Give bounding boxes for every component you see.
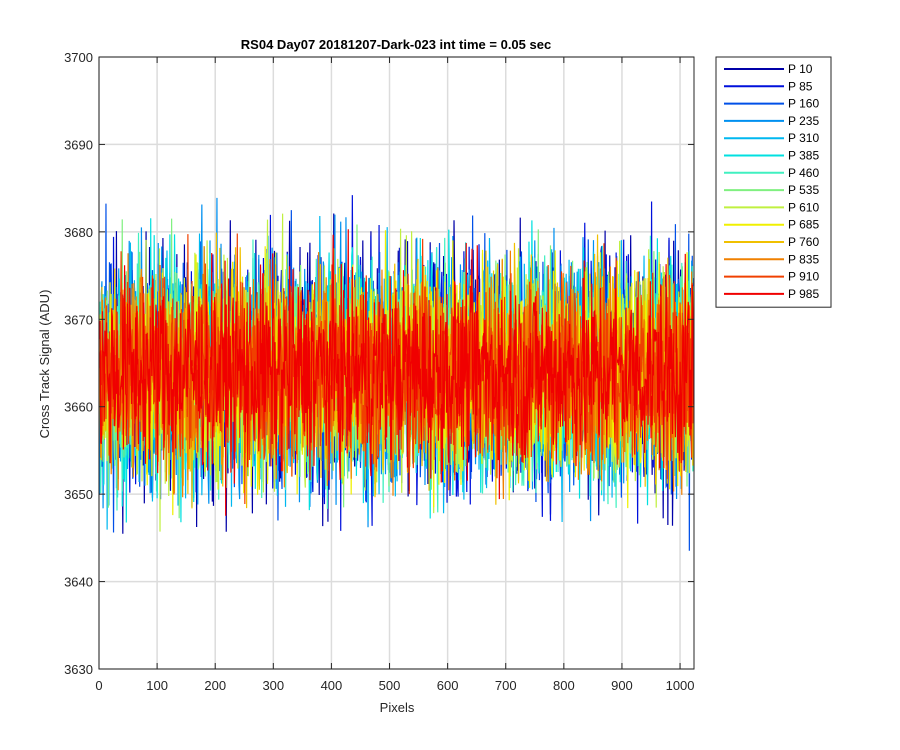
x-tick-label: 800 <box>553 678 575 693</box>
legend-entry: P 910 <box>788 270 819 284</box>
legend-entry: P 835 <box>788 252 819 266</box>
legend-entry: P 460 <box>788 166 819 180</box>
x-tick-label: 1000 <box>666 678 695 693</box>
chart-title: RS04 Day07 20181207-Dark-023 int time = … <box>241 37 551 52</box>
legend-entry: P 235 <box>788 114 819 128</box>
legend-entry: P 685 <box>788 218 819 232</box>
y-tick-label: 3690 <box>64 137 93 152</box>
legend-entry: P 85 <box>788 79 813 93</box>
legend-box <box>715 56 832 308</box>
x-tick-label: 400 <box>321 678 343 693</box>
legend-entry: P 385 <box>788 149 819 163</box>
x-tick-label: 700 <box>495 678 517 693</box>
legend-entry: P 10 <box>788 62 813 76</box>
legend-entry: P 760 <box>788 235 819 249</box>
y-tick-label: 3670 <box>64 312 93 327</box>
x-tick-label: 900 <box>611 678 633 693</box>
x-tick-label: 600 <box>437 678 459 693</box>
y-tick-label: 3680 <box>64 225 93 240</box>
plot-frame <box>98 56 695 670</box>
x-axis-label: Pixels <box>380 700 415 715</box>
y-tick-label: 3700 <box>64 50 93 65</box>
legend-entry: P 985 <box>788 287 819 301</box>
y-tick-label: 3650 <box>64 487 93 502</box>
x-tick-label: 200 <box>204 678 226 693</box>
x-tick-label: 300 <box>262 678 284 693</box>
x-tick-label: 0 <box>95 678 102 693</box>
legend-entry: P 310 <box>788 131 819 145</box>
legend: P 10 P 85 P 160 P 235 P 310 P 385 P 460 P 535 P … <box>715 56 832 308</box>
y-tick-label: 3660 <box>64 400 93 415</box>
y-tick-label: 3630 <box>64 662 93 677</box>
y-axis-label: Cross Track Signal (ADU) <box>37 290 52 439</box>
ticks: 0 100 200 300 400 500 600 700 800 900 1000 3630 3640… <box>64 50 694 693</box>
legend-entry: P 610 <box>788 200 819 214</box>
series-line <box>99 229 694 516</box>
legend-entry: P 535 <box>788 183 819 197</box>
legend-entry: P 160 <box>788 97 819 111</box>
x-tick-label: 500 <box>379 678 401 693</box>
plot-area <box>99 195 694 551</box>
x-tick-label: 100 <box>146 678 168 693</box>
y-tick-label: 3640 <box>64 575 93 590</box>
